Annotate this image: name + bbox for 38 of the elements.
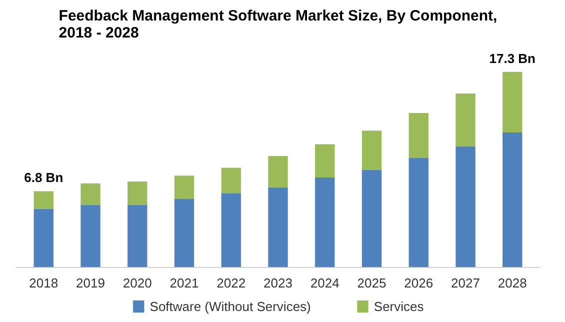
bar <box>80 183 100 205</box>
bar <box>34 208 54 268</box>
x-tick-label: 2022 <box>216 276 246 290</box>
x-tick-label: 2018 <box>29 276 58 290</box>
bar <box>221 168 241 194</box>
bar <box>456 146 476 268</box>
bar <box>128 204 148 268</box>
bar <box>80 204 100 268</box>
annotation: 6.8 Bn <box>24 170 64 186</box>
bar <box>34 191 54 209</box>
bar <box>221 193 241 268</box>
bar <box>315 178 335 268</box>
bar <box>362 170 382 268</box>
x-tick-label: 2021 <box>170 276 199 290</box>
bar <box>408 158 428 268</box>
x-tick-label: 2023 <box>264 276 292 290</box>
bar <box>174 199 194 268</box>
bar <box>362 130 382 170</box>
bar <box>502 132 522 268</box>
bar <box>408 112 428 158</box>
bar <box>268 156 288 188</box>
annotation: 17.3 Bn <box>489 50 536 66</box>
x-tick-label: 2027 <box>451 276 480 290</box>
x-tick-label: 2020 <box>122 276 152 290</box>
bar <box>502 72 522 133</box>
x-tick-label: 2019 <box>76 276 105 290</box>
legend-label: Services <box>374 299 424 314</box>
x-tick-label: 2026 <box>404 276 434 290</box>
x-tick-label: 2025 <box>357 276 386 290</box>
chart-title: Feedback Management Software Market Size, By Component, 2018 - 2028 <box>58 8 498 42</box>
bar <box>128 181 148 205</box>
bar <box>174 176 194 200</box>
x-tick-label: 2028 <box>498 276 527 290</box>
bar <box>268 187 288 268</box>
legend-label: Software (Without Services) <box>150 299 311 314</box>
bar <box>315 144 335 178</box>
x-tick-label: 2024 <box>310 276 340 290</box>
bar <box>456 93 476 146</box>
